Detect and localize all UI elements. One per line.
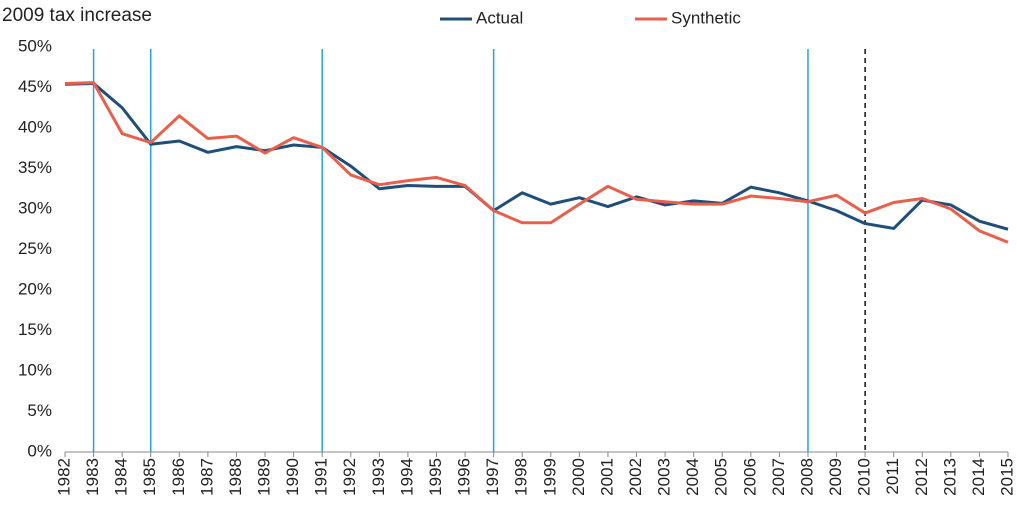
x-tick-label: 1988 <box>226 458 245 496</box>
series-line <box>64 81 1009 244</box>
series-line <box>64 81 1009 231</box>
y-tick-label: 0% <box>27 441 52 460</box>
y-tick-label: 35% <box>18 158 52 177</box>
legend-label: Actual <box>476 8 523 27</box>
x-tick-label: 2010 <box>855 458 874 496</box>
x-tick-label: 1984 <box>112 458 131 496</box>
x-tick-label: 1993 <box>369 458 388 496</box>
x-tick-label: 1998 <box>512 458 531 496</box>
legend-label: Synthetic <box>671 8 741 27</box>
x-tick-label: 2014 <box>969 458 988 496</box>
x-tick-label: 1991 <box>312 458 331 496</box>
x-tick-label: 1995 <box>426 458 445 496</box>
x-tick-label: 1994 <box>397 458 416 496</box>
x-tick-label: 1990 <box>283 458 302 496</box>
chart-title: 2009 tax increase <box>2 5 152 26</box>
x-tick-label: 1982 <box>54 458 73 496</box>
x-tick-label: 2003 <box>655 458 674 496</box>
x-tick-label: 2005 <box>712 458 731 496</box>
x-tick-label: 1992 <box>340 458 359 496</box>
x-tick-label: 2000 <box>569 458 588 496</box>
x-tick-label: 1999 <box>540 458 559 496</box>
y-tick-label: 45% <box>18 77 52 96</box>
x-tick-label: 2007 <box>769 458 788 496</box>
x-tick-label: 2001 <box>597 458 616 496</box>
x-tick-label: 2008 <box>797 458 816 496</box>
x-tick-label: 1987 <box>197 458 216 496</box>
x-tick-label: 2009 <box>826 458 845 496</box>
y-tick-label: 5% <box>27 401 52 420</box>
x-tick-label: 2004 <box>683 458 702 496</box>
y-tick-label: 20% <box>18 279 52 298</box>
x-tick-label: 1989 <box>255 458 274 496</box>
x-tick-label: 1985 <box>140 458 159 496</box>
x-tick-label: 2006 <box>740 458 759 496</box>
y-tick-label: 40% <box>18 117 52 136</box>
y-tick-label: 50% <box>18 36 52 55</box>
x-tick-label: 2012 <box>912 458 931 496</box>
x-tick-label: 2015 <box>997 458 1016 496</box>
x-tick-label: 1996 <box>455 458 474 496</box>
y-tick-label: 30% <box>18 198 52 217</box>
x-tick-label: 2013 <box>940 458 959 496</box>
y-tick-label: 25% <box>18 239 52 258</box>
y-tick-label: 10% <box>18 360 52 379</box>
x-tick-label: 1997 <box>483 458 502 496</box>
x-tick-label: 1983 <box>83 458 102 496</box>
x-tick-label: 1986 <box>169 458 188 496</box>
y-tick-label: 15% <box>18 320 52 339</box>
x-tick-label: 2011 <box>883 458 902 495</box>
x-tick-label: 2002 <box>626 458 645 496</box>
